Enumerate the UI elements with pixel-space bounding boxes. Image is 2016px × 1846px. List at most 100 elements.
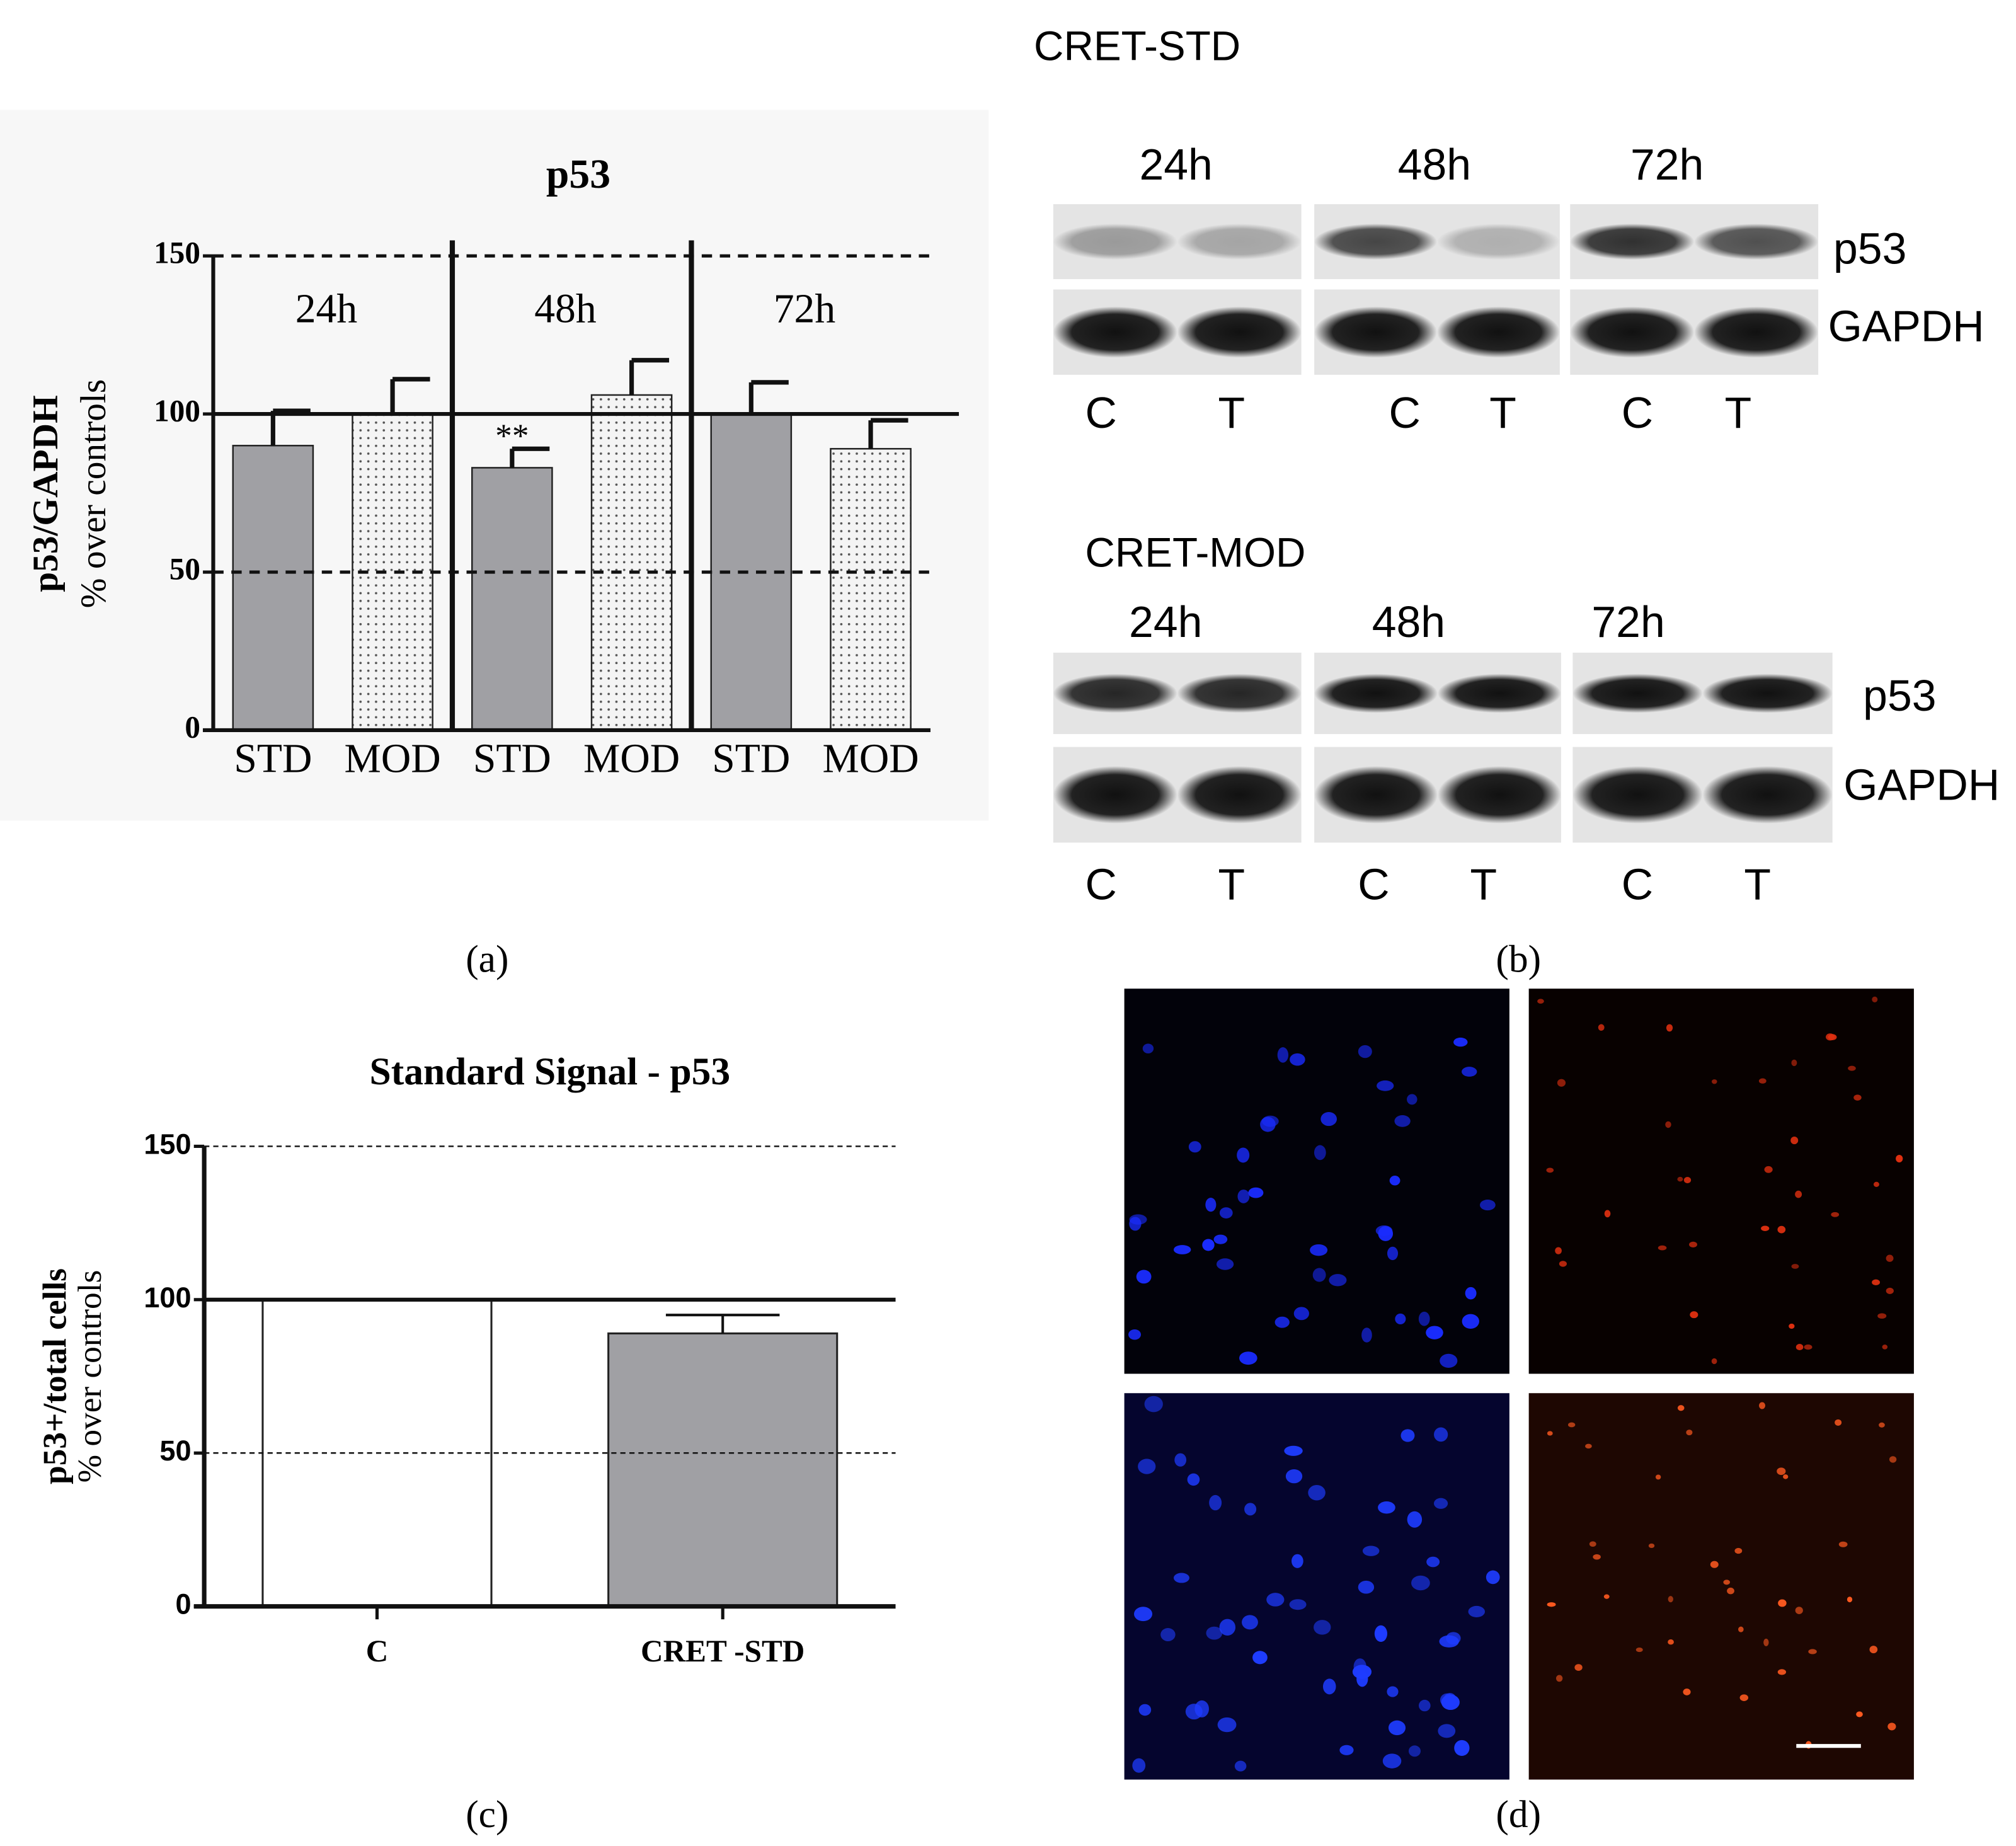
- cell-nucleus: [1292, 1554, 1303, 1568]
- blot-band: [1438, 765, 1561, 824]
- blot-band: [1702, 765, 1833, 824]
- blot-lane-label: C: [1622, 860, 1653, 909]
- cell-nucleus: [1555, 1675, 1563, 1682]
- cell-nucleus: [1356, 1671, 1368, 1687]
- blot-band: [1314, 224, 1438, 260]
- cell-nucleus: [1574, 1664, 1583, 1671]
- cell-nucleus: [1217, 1717, 1237, 1733]
- y-axis-label: p53+/total cells: [36, 1268, 74, 1484]
- cell-nucleus: [1686, 1430, 1693, 1436]
- cell-nucleus: [1547, 1431, 1553, 1436]
- bar: [607, 1332, 839, 1608]
- cell-nucleus: [1847, 1597, 1853, 1603]
- cell-nucleus: [1853, 1094, 1862, 1101]
- y-tick-label: 0: [185, 709, 200, 744]
- cell-nucleus: [1710, 1561, 1719, 1568]
- cell-nucleus: [1237, 1147, 1250, 1163]
- cell-nucleus: [1468, 1605, 1486, 1617]
- cell-nucleus: [1382, 1753, 1402, 1769]
- blot-lane-label: T: [1725, 388, 1752, 437]
- cell-nucleus: [1173, 1573, 1189, 1583]
- x-tick-label: MOD: [822, 736, 919, 781]
- cell-nucleus: [1668, 1596, 1673, 1603]
- cell-nucleus: [1361, 1327, 1372, 1343]
- cell-nucleus: [1648, 1543, 1655, 1549]
- blot-band: [1314, 674, 1438, 713]
- blot-band: [1314, 765, 1438, 824]
- cell-nucleus: [1567, 1422, 1576, 1428]
- blot-band: [1702, 674, 1833, 713]
- blot-time-label: 72h: [1630, 140, 1704, 189]
- blot-band: [1053, 674, 1177, 713]
- cell-nucleus: [1219, 1619, 1236, 1636]
- cell-nucleus: [1789, 1323, 1795, 1329]
- y-tick-label: 100: [144, 1281, 191, 1314]
- cell-nucleus: [1188, 1141, 1201, 1153]
- cell-nucleus: [1358, 1580, 1375, 1594]
- cell-nucleus: [1778, 1599, 1787, 1607]
- cell-nucleus: [1237, 1190, 1250, 1203]
- cell-nucleus: [1314, 1145, 1326, 1161]
- cell-nucleus: [1666, 1024, 1673, 1032]
- cell-nucleus: [1791, 1059, 1797, 1067]
- cell-nucleus: [1872, 996, 1878, 1002]
- cell-nucleus: [1593, 1554, 1601, 1560]
- blot-band: [1177, 765, 1302, 824]
- y-tick-label: 50: [159, 1435, 191, 1467]
- y-tick-label: 100: [154, 393, 200, 428]
- blot-row-label: GAPDH: [1828, 301, 1984, 350]
- cell-nucleus: [1804, 1344, 1813, 1350]
- cell-nucleus: [1838, 1541, 1848, 1547]
- error-bar: [510, 446, 550, 468]
- cell-nucleus: [1835, 1419, 1842, 1426]
- blot-band: [1694, 306, 1819, 358]
- group-label: 72h: [774, 286, 835, 331]
- cell-nucleus: [1761, 1225, 1770, 1231]
- chart-title: Standard Signal - p53: [370, 1050, 731, 1093]
- cell-nucleus: [1758, 1078, 1767, 1084]
- cell-nucleus: [1209, 1494, 1222, 1511]
- cell-nucleus: [1683, 1688, 1691, 1695]
- error-bar: [390, 377, 430, 415]
- image-dapi: [1124, 989, 1509, 1374]
- cell-nucleus: [1791, 1264, 1799, 1269]
- cell-nucleus: [1537, 999, 1544, 1004]
- blot-band: [1570, 306, 1695, 358]
- blot-band: [1572, 674, 1703, 713]
- cell-nucleus: [1886, 1287, 1894, 1294]
- cell-nucleus: [1206, 1626, 1223, 1640]
- cell-nucleus: [1322, 1678, 1336, 1695]
- x-tick-label: STD: [473, 736, 551, 781]
- blot-lane-label: T: [1470, 860, 1498, 909]
- cell-nucleus: [1329, 1274, 1347, 1287]
- cell-nucleus: [1689, 1241, 1698, 1247]
- cell-nucleus: [1387, 1246, 1399, 1261]
- cell-nucleus: [1242, 1615, 1258, 1630]
- cell-nucleus: [1764, 1166, 1773, 1173]
- cell-nucleus: [1777, 1669, 1787, 1675]
- cell-nucleus: [1290, 1053, 1305, 1066]
- blot-band: [1570, 224, 1695, 260]
- cell-nucleus: [1377, 1080, 1394, 1091]
- cell-nucleus: [1426, 1556, 1440, 1568]
- cell-nucleus: [1418, 1311, 1430, 1326]
- bar: [232, 445, 314, 731]
- microscopy-panel: [1124, 989, 1914, 1780]
- cell-nucleus: [1388, 1720, 1406, 1736]
- blot-band: [1572, 765, 1703, 824]
- cell-nucleus: [1244, 1503, 1257, 1516]
- cell-nucleus: [1711, 1079, 1717, 1084]
- cell-nucleus: [1358, 1045, 1372, 1058]
- group-label: 24h: [295, 286, 357, 331]
- cell-nucleus: [1557, 1079, 1566, 1087]
- cell-nucleus: [1407, 1511, 1423, 1528]
- cell-nucleus: [1734, 1547, 1743, 1554]
- cell-nucleus: [1462, 1314, 1479, 1329]
- cell-nucleus: [1886, 1254, 1894, 1262]
- blot-lane-label: T: [1489, 388, 1516, 437]
- cell-nucleus: [1465, 1287, 1477, 1300]
- blot-band: [1053, 224, 1177, 260]
- cell-nucleus: [1589, 1541, 1596, 1547]
- blot-lane-label: T: [1218, 860, 1246, 909]
- cell-nucleus: [1831, 1212, 1840, 1217]
